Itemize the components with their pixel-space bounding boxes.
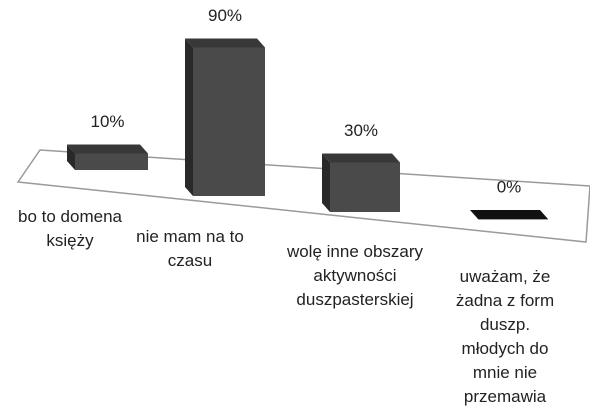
bar-front — [478, 219, 548, 220]
bar-front — [75, 153, 148, 170]
bar-side — [322, 153, 330, 212]
bar-top — [470, 210, 548, 219]
bar-side — [185, 38, 193, 196]
floor — [16, 149, 590, 243]
value-label: 30% — [344, 121, 378, 140]
category-label: uważam, że żadna z form duszp. młodych d… — [455, 267, 555, 406]
bar-top — [185, 38, 265, 48]
bar-side — [67, 144, 75, 170]
bar-front — [330, 162, 400, 212]
value-label: 90% — [208, 6, 242, 25]
bar — [470, 210, 548, 220]
value-label: 10% — [90, 112, 124, 131]
bar-top — [322, 153, 400, 163]
value-label: 0% — [497, 177, 522, 196]
bar-top — [67, 144, 148, 154]
bar — [322, 153, 400, 212]
category-label: bo to domena księży — [18, 207, 122, 250]
bar — [185, 38, 265, 196]
bar-front — [193, 47, 265, 196]
category-label: nie mam na to czasu — [136, 227, 244, 270]
category-label: wolę inne obszary aktywności duszpasters… — [286, 242, 424, 309]
bar — [67, 144, 148, 170]
